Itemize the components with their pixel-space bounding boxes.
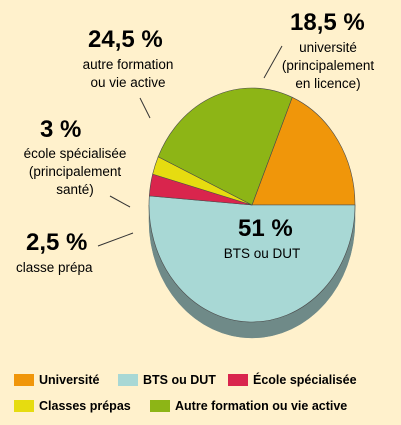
description-label-universit--2: en licence): [295, 76, 360, 91]
description-label-autre-formation-ou-vie-active-1: ou vie active: [90, 75, 165, 90]
percent-label-autre-formation-ou-vie-active: 24,5 %: [88, 26, 163, 53]
pie-slice-autre-formation-ou-vie-active: [157, 87, 293, 206]
description-label--cole-sp-cialis-e-1: (principalement: [29, 164, 122, 179]
leader-line-classes-pr-pas: [97, 232, 134, 247]
description-label--cole-sp-cialis-e-2: santé): [56, 182, 94, 197]
description-label-autre-formation-ou-vie-active-0: autre formation: [83, 57, 174, 72]
pie-labels: 18,5 % université (principalement en licenc…: [16, 9, 374, 275]
legend-swatch-classes-pr-pas: [14, 400, 34, 412]
legend-swatch-universit-: [14, 374, 34, 386]
pie-slices: [148, 87, 356, 323]
description-label-classes-pr-pas-0: classe prépa: [16, 260, 93, 275]
legend-swatch--cole-sp-cialis-e: [228, 374, 248, 386]
percent-label-bts-ou-dut: 51 %: [238, 215, 293, 242]
legend-label-classes-pr-pas: Classes prépas: [39, 399, 131, 413]
percent-label-universit-: 18,5 %: [290, 9, 365, 36]
leader-line-universit-: [263, 45, 283, 79]
legend-label-universit-: Université: [39, 373, 99, 387]
percent-label--cole-sp-cialis-e: 3 %: [40, 116, 81, 143]
leader-line-autre-formation-ou-vie-active: [139, 97, 151, 119]
legend-label-autre-formation-ou-vie-active: Autre formation ou vie active: [175, 399, 347, 413]
pie-slice-bts-ou-dut: [148, 195, 356, 323]
legend-label--cole-sp-cialis-e: École spécialisée: [253, 372, 357, 387]
description-label--cole-sp-cialis-e-0: école spécialisée: [24, 146, 127, 161]
description-label-universit--1: (principalement: [282, 58, 375, 73]
description-label-bts-ou-dut-0: BTS ou DUT: [224, 246, 301, 261]
legend-swatch-bts-ou-dut: [118, 374, 138, 386]
leader-line--cole-sp-cialis-e: [109, 195, 131, 208]
percent-label-classes-pr-pas: 2,5 %: [26, 229, 87, 256]
pie-slice-universit-: [251, 96, 356, 206]
legend: Université BTS ou DUT École spécialisée Cla…: [14, 372, 357, 413]
legend-label-bts-ou-dut: BTS ou DUT: [143, 373, 216, 387]
legend-swatch-autre-formation-ou-vie-active: [150, 400, 170, 412]
description-label-universit--0: université: [299, 40, 357, 55]
